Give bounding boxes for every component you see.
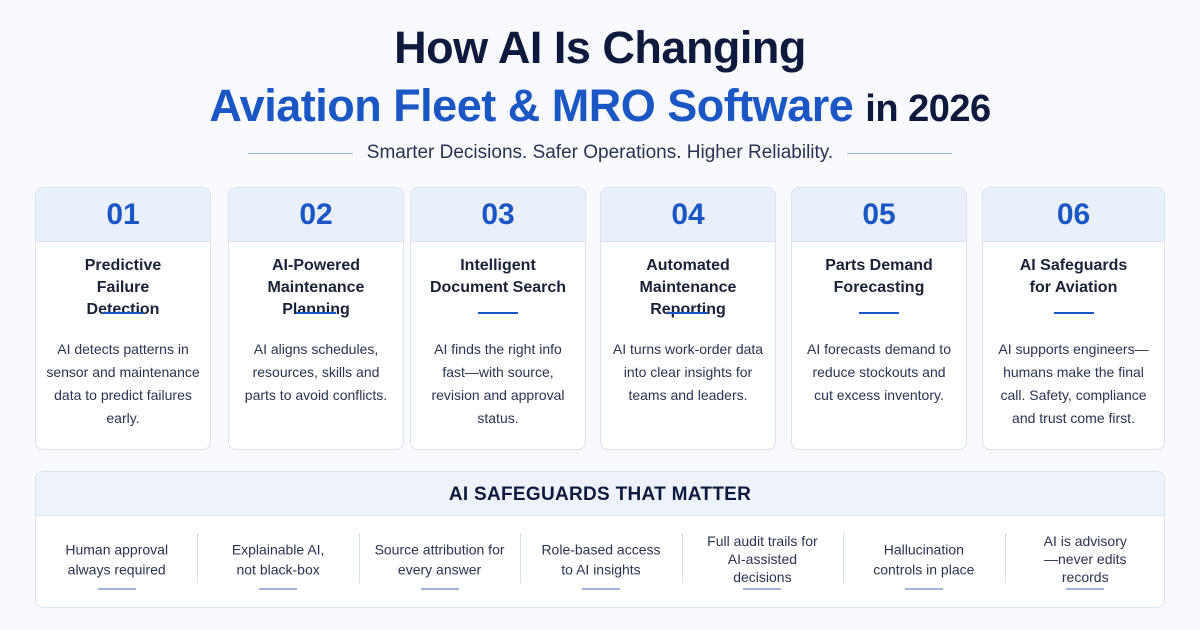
subtitle-row: Smarter Decisions. Safer Operations. Hig… — [0, 142, 1200, 164]
card-number: 05 — [792, 188, 966, 242]
safeguard-underline — [904, 588, 943, 590]
card-description: AI forecasts demand to reduce stockouts … — [807, 341, 951, 403]
safeguard-text: Full audit trails for AI-assisted decisi… — [707, 532, 818, 585]
card-number: 06 — [983, 188, 1164, 242]
feature-card: 02 AI-Powered Maintenance Planning AI al… — [228, 187, 404, 450]
card-description: AI turns work-order data into clear insi… — [612, 341, 764, 403]
title-accent: Aviation Fleet & MRO Software — [209, 80, 854, 131]
card-divider — [1053, 312, 1094, 314]
subtitle-left-rule — [247, 152, 353, 154]
safeguards-panel: AI SAFEGUARDS THAT MATTER Human approval… — [35, 471, 1165, 608]
card-divider — [296, 312, 336, 314]
card-title: Parts Demand Forecasting — [825, 257, 933, 296]
safeguard-item: Human approval always required — [36, 516, 197, 607]
safeguard-text: Role-based access to AI insights — [541, 541, 661, 578]
safeguard-text: Human approval always required — [65, 541, 169, 578]
card-number: 03 — [411, 188, 585, 242]
feature-card: 04 Automated Maintenance Reporting AI tu… — [600, 187, 776, 450]
card-number: 01 — [36, 188, 210, 242]
feature-card: 06 AI Safeguards for Aviation AI support… — [982, 187, 1165, 450]
card-divider — [478, 312, 518, 314]
card-number: 04 — [601, 188, 775, 242]
subtitle-right-rule — [847, 152, 953, 154]
safeguard-underline — [743, 588, 782, 590]
card-title: AI Safeguards for Aviation — [1019, 257, 1128, 296]
safeguard-item: Explainable AI, not black-box — [197, 516, 358, 607]
safeguard-underline — [1066, 588, 1105, 590]
safeguard-text: Source attribution for every answer — [374, 541, 505, 578]
card-title: Intelligent Document Search — [429, 257, 567, 296]
page-title-line-2: Aviation Fleet & MRO Software in 2026 — [0, 80, 1200, 132]
safeguard-text: Explainable AI, not black-box — [231, 541, 325, 578]
card-description: AI finds the right info fast—with source… — [431, 341, 565, 426]
title-year: in 2026 — [865, 88, 991, 130]
safeguard-item: Full audit trails for AI-assisted decisi… — [681, 516, 843, 607]
card-description: AI supports engineers—humans make the fi… — [998, 341, 1149, 426]
subtitle: Smarter Decisions. Safer Operations. Hig… — [366, 142, 834, 163]
safeguard-text: Hallucination controls in place — [873, 541, 975, 578]
safeguards-list: Human approval always required Explainab… — [36, 516, 1164, 607]
safeguard-underline — [259, 588, 298, 590]
safeguard-item: Role-based access to AI insights — [520, 516, 681, 607]
card-divider — [668, 312, 708, 314]
page-title-line-1: How AI Is Changing — [394, 22, 806, 73]
card-description: AI aligns schedules, resources, skills a… — [244, 341, 388, 403]
card-divider — [103, 312, 143, 314]
card-number: 02 — [229, 188, 403, 242]
safeguard-item: Hallucination controls in place — [843, 516, 1004, 607]
safeguard-item: AI is advisory—never edits records — [1004, 516, 1164, 607]
feature-card: 01 Predictive Failure Detection AI detec… — [35, 187, 211, 450]
safeguards-heading: AI SAFEGUARDS THAT MATTER — [36, 472, 1164, 516]
safeguard-underline — [420, 588, 459, 590]
safeguard-underline — [97, 588, 136, 590]
safeguard-item: Source attribution for every answer — [358, 516, 520, 607]
feature-card: 03 Intelligent Document Search AI finds … — [410, 187, 586, 450]
card-divider — [859, 312, 899, 314]
feature-card: 05 Parts Demand Forecasting AI forecasts… — [791, 187, 967, 450]
safeguard-underline — [581, 588, 620, 590]
safeguard-text: AI is advisory—never edits records — [1043, 532, 1127, 585]
card-description: AI detects patterns in sensor and mainte… — [46, 341, 200, 426]
